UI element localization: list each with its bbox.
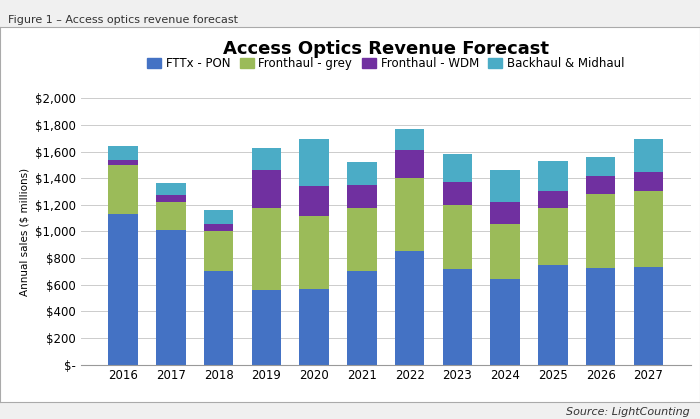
Bar xyxy=(395,251,424,365)
Legend: FTTx - PON, Fronthaul - grey, Fronthaul - WDM, Backhaul & Midhaul: FTTx - PON, Fronthaul - grey, Fronthaul … xyxy=(142,52,629,75)
Bar xyxy=(347,272,377,365)
Bar xyxy=(251,170,281,207)
Bar xyxy=(634,191,663,267)
Bar xyxy=(586,157,615,176)
Bar xyxy=(251,290,281,365)
Bar xyxy=(442,205,472,269)
Y-axis label: Annual sales ($ millions): Annual sales ($ millions) xyxy=(19,168,29,295)
Bar xyxy=(490,223,520,279)
Text: Figure 1 – Access optics revenue forecast: Figure 1 – Access optics revenue forecas… xyxy=(8,15,239,25)
Bar xyxy=(108,146,138,160)
Bar xyxy=(586,176,615,194)
Bar xyxy=(490,202,520,223)
Bar xyxy=(490,279,520,365)
Bar xyxy=(634,139,663,172)
Bar xyxy=(108,214,138,365)
Bar xyxy=(538,265,568,365)
Text: Source: LightCounting: Source: LightCounting xyxy=(566,407,690,417)
Bar xyxy=(634,267,663,365)
Bar xyxy=(586,194,615,268)
Bar xyxy=(300,289,329,365)
Bar xyxy=(300,186,329,215)
Bar xyxy=(442,154,472,182)
Bar xyxy=(156,202,186,230)
Bar xyxy=(395,178,424,251)
Bar xyxy=(204,210,233,223)
Bar xyxy=(156,195,186,202)
Title: Access Optics Revenue Forecast: Access Optics Revenue Forecast xyxy=(223,40,549,58)
Bar xyxy=(251,207,281,290)
Bar xyxy=(395,150,424,178)
Bar xyxy=(442,182,472,205)
Bar xyxy=(347,185,377,207)
Bar xyxy=(538,191,568,208)
Bar xyxy=(538,208,568,265)
Bar xyxy=(300,139,329,186)
Bar xyxy=(586,268,615,365)
Bar xyxy=(204,272,233,365)
Bar xyxy=(251,147,281,170)
Bar xyxy=(204,231,233,272)
Bar xyxy=(204,223,233,231)
Bar xyxy=(442,269,472,365)
Bar xyxy=(156,183,186,195)
Bar xyxy=(108,160,138,165)
Bar xyxy=(538,161,568,191)
Bar xyxy=(300,215,329,289)
Bar xyxy=(156,230,186,365)
Bar xyxy=(395,129,424,150)
Bar xyxy=(108,165,138,214)
Bar xyxy=(347,162,377,185)
Bar xyxy=(347,207,377,272)
Bar xyxy=(634,172,663,191)
Bar xyxy=(490,170,520,202)
